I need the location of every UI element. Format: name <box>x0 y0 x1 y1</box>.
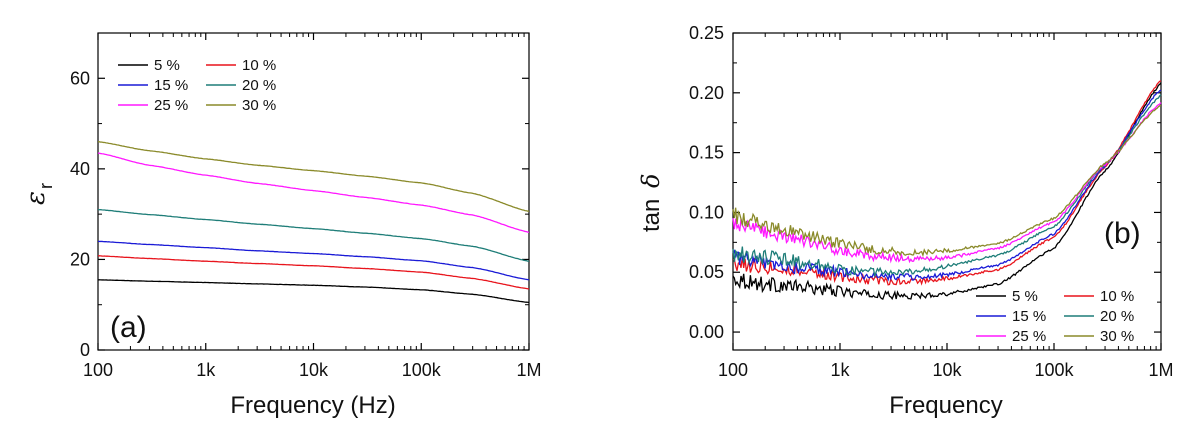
panel-a-x-tick-label-100k: 100k <box>402 360 442 380</box>
panel-b-y-tick-label-0-25: 0.25 <box>689 23 724 43</box>
panel-b-series-25 <box>732 102 1162 264</box>
panel-a-series-30 <box>97 141 530 212</box>
panel-b-y-axis-symbol: δ <box>637 174 665 188</box>
panel-a-legend-label-10: 10 % <box>242 57 276 74</box>
panel-a-x-tick-label-1m: 1M <box>516 360 541 380</box>
panel-a-y-tick-label-40: 40 <box>70 159 90 179</box>
panel-a-x-tick-label-10k: 10k <box>299 360 329 380</box>
panel-b-series-5 <box>732 82 1162 301</box>
panel-b-y-tick-label-0-20: 0.20 <box>689 83 724 103</box>
panel-a-series <box>97 141 530 304</box>
panel-a-legend-label-25: 25 % <box>154 97 188 114</box>
panel-a-x-tick-label-100: 100 <box>83 360 113 380</box>
panel-b-legend: 5 % 10 % 15 % 20 % 25 % 30 % <box>976 288 1134 345</box>
panel-b-legend-label-20: 20 % <box>1100 308 1134 325</box>
panel-a-y-axis-title: ε r <box>21 183 56 205</box>
panel-a-x-axis-title: Frequency (Hz) <box>230 392 395 419</box>
panel-a: 100 1k 10k 100k 1M 0 20 40 60 5 % 10 % 15 % 20 % 25 … <box>21 32 542 419</box>
panel-a-legend-label-15: 15 % <box>154 77 188 94</box>
panel-a-legend: 5 % 10 % 15 % 20 % 25 % 30 % <box>118 57 276 114</box>
panel-b-legend-label-10: 10 % <box>1100 288 1134 305</box>
panel-b-legend-label-5: 5 % <box>1012 288 1038 305</box>
panel-b-y-axis-prefix: tan <box>638 199 665 232</box>
panel-b-series-30 <box>732 104 1162 258</box>
panel-b-legend-label-25: 25 % <box>1012 328 1046 345</box>
panel-b-x-tick-label-100k: 100k <box>1034 360 1074 380</box>
panel-a-series-20 <box>97 209 530 262</box>
panel-b-series <box>732 80 1162 301</box>
panel-a-label: (a) <box>110 311 147 344</box>
panel-b-ticks: 100 1k 10k 100k 1M 0.00 0.05 0.10 0.15 0.20 0.25 <box>689 23 1174 380</box>
panel-a-series-25 <box>97 152 530 233</box>
panel-a-y-axis-symbol: ε <box>21 191 51 205</box>
panel-b: 100 1k 10k 100k 1M 0.00 0.05 0.10 0.15 0.20 0.25 5… <box>637 23 1174 419</box>
panel-b-x-axis-title: Frequency <box>889 392 1002 419</box>
panel-a-y-tick-label-60: 60 <box>70 68 90 88</box>
panel-a-y-axis-subscript: r <box>36 183 56 189</box>
panel-b-y-tick-label-0-05: 0.05 <box>689 262 724 282</box>
panel-a-series-5 <box>97 279 530 304</box>
panel-b-x-tick-label-1m: 1M <box>1148 360 1173 380</box>
panel-b-series-15 <box>732 89 1162 282</box>
panel-a-series-15 <box>97 240 530 281</box>
panel-b-x-tick-label-1k: 1k <box>830 360 850 380</box>
panel-b-y-axis-title: tan δ <box>637 174 665 232</box>
panel-b-legend-label-30: 30 % <box>1100 328 1134 345</box>
panel-b-frame <box>732 32 1162 351</box>
panel-b-series-10 <box>732 80 1162 286</box>
panel-a-y-tick-label-0: 0 <box>80 340 90 360</box>
panel-b-y-tick-label-0-10: 0.10 <box>689 202 724 222</box>
panel-b-x-tick-label-100: 100 <box>718 360 748 380</box>
panel-b-x-tick-label-10k: 10k <box>932 360 962 380</box>
panel-b-y-tick-label-0-15: 0.15 <box>689 143 724 163</box>
panel-b-series-20 <box>732 94 1162 279</box>
panel-a-legend-label-5: 5 % <box>154 57 180 74</box>
panel-a-series-10 <box>97 255 530 290</box>
panel-a-legend-label-30: 30 % <box>242 97 276 114</box>
panel-a-ticks: 100 1k 10k 100k 1M 0 20 40 60 <box>70 32 542 380</box>
panel-a-y-tick-label-20: 20 <box>70 249 90 269</box>
panel-a-legend-label-20: 20 % <box>242 77 276 94</box>
panel-a-x-tick-label-1k: 1k <box>196 360 216 380</box>
panel-b-legend-label-15: 15 % <box>1012 308 1046 325</box>
panel-b-y-tick-label-0-00: 0.00 <box>689 322 724 342</box>
panel-b-label: (b) <box>1104 217 1141 250</box>
